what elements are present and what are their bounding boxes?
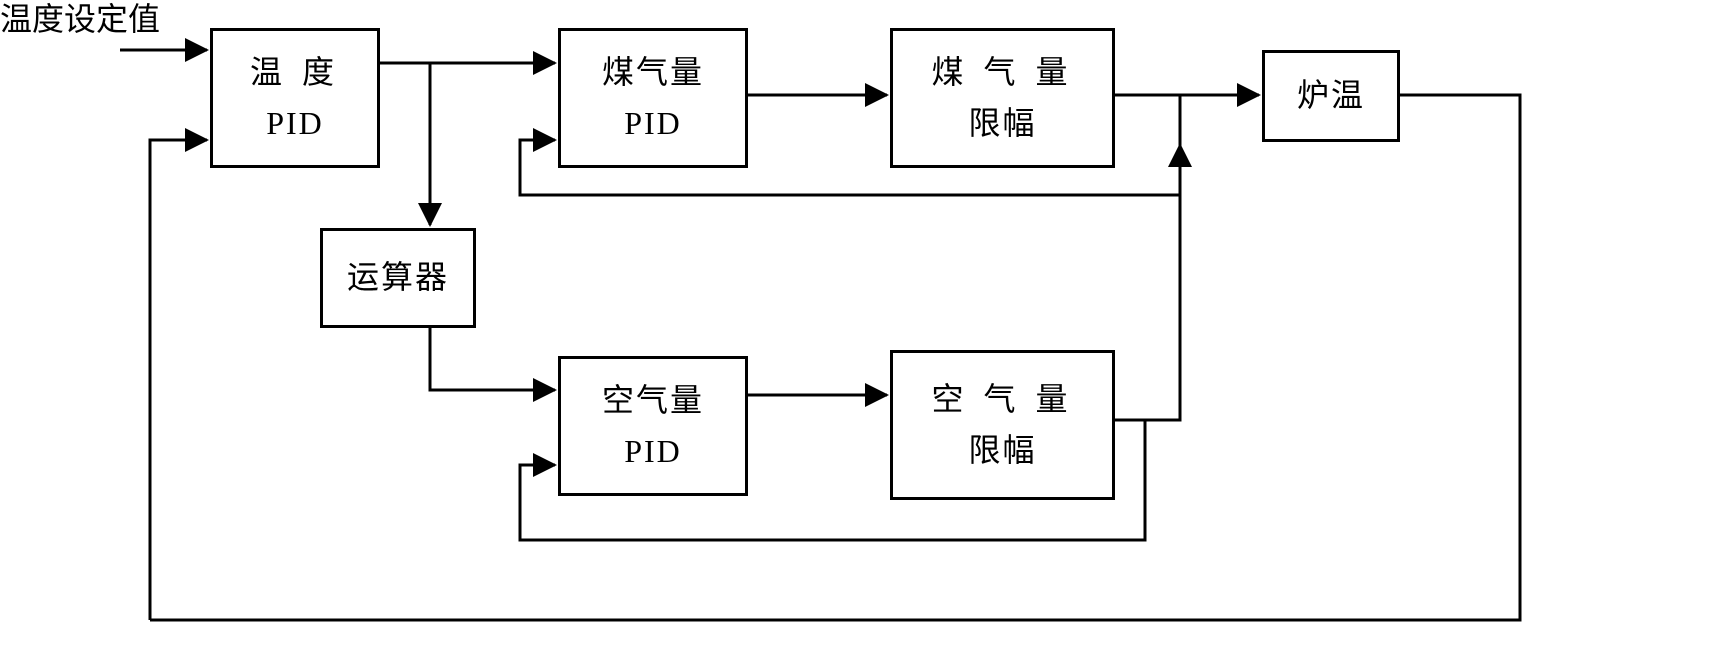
- gas-pid-line1: 煤气量: [602, 47, 704, 98]
- wire-furnace-out-feedback-rail: [150, 95, 1520, 620]
- air-pid-block: 空气量 PID: [558, 356, 748, 496]
- air-pid-line2: PID: [624, 426, 682, 477]
- gas-limit-block: 煤 气 量 限幅: [890, 28, 1115, 168]
- operator-line1: 运算器: [347, 252, 449, 303]
- arrow-air-limit-to-furnace: [1115, 145, 1180, 420]
- gas-limit-line1: 煤 气 量: [931, 47, 1073, 98]
- gas-limit-line2: 限幅: [968, 98, 1036, 149]
- operator-block: 运算器: [320, 228, 476, 328]
- furnace-temp-block: 炉温: [1262, 50, 1400, 142]
- air-limit-line1: 空 气 量: [931, 374, 1073, 425]
- air-limit-line2: 限幅: [968, 425, 1036, 476]
- setpoint-label: 温度设定值: [0, 0, 160, 38]
- air-limit-block: 空 气 量 限幅: [890, 350, 1115, 500]
- temp-pid-line1: 温 度: [250, 47, 340, 98]
- arrow-operator-to-air-pid: [430, 328, 555, 390]
- temp-pid-block: 温 度 PID: [210, 28, 380, 168]
- air-pid-line1: 空气量: [602, 375, 704, 426]
- gas-pid-line2: PID: [624, 98, 682, 149]
- gas-pid-block: 煤气量 PID: [558, 28, 748, 168]
- temp-pid-line2: PID: [266, 98, 324, 149]
- arrow-feedback-to-temp-pid: [150, 140, 207, 620]
- setpoint-text: 温度设定值: [0, 1, 160, 37]
- furnace-line1: 炉温: [1297, 70, 1365, 121]
- control-block-diagram: 温度设定值 温 度 PID 煤气量 PID 煤 气 量 限幅 炉温 运算器 空气…: [0, 0, 1728, 651]
